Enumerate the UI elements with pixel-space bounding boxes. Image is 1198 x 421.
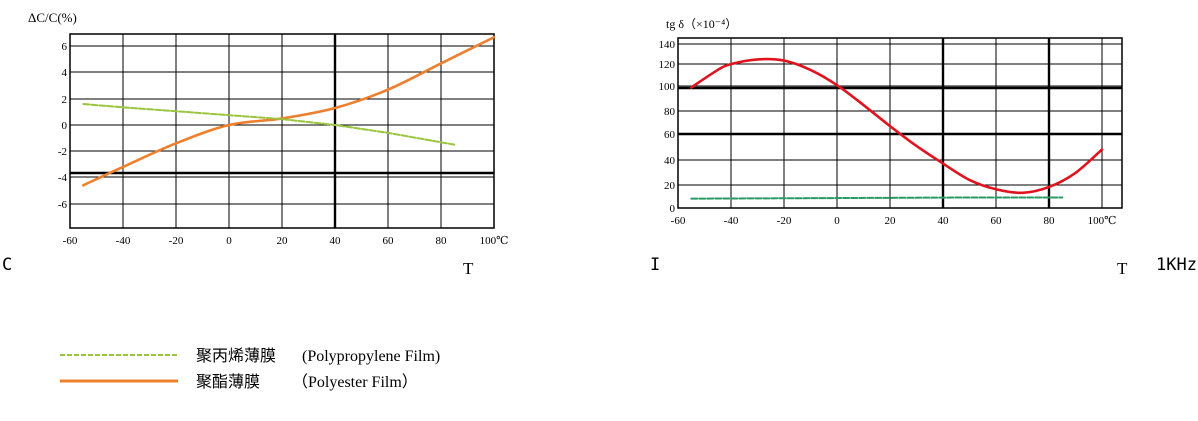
series-line-polyester — [81, 35, 496, 187]
chart2-x-ticks: -60 -40 -20 0 20 40 60 80 100℃ — [671, 215, 1117, 227]
chart2-y-ticks: 140 120 100 80 60 40 20 0 — [659, 39, 676, 215]
legend: 聚丙烯薄膜 (Polypropylene Film) 聚酯薄膜 （Polyester … — [60, 346, 440, 391]
x-tick-label: 100℃ — [1088, 215, 1117, 227]
x-tick-label: 80 — [436, 235, 448, 247]
x-tick-label: 40 — [938, 215, 950, 227]
chart1-corner-label: C — [2, 255, 12, 275]
y-tick-label: 40 — [664, 155, 676, 167]
x-tick-label: -20 — [169, 235, 184, 247]
y-tick-label: 6 — [62, 41, 68, 53]
legend-label-en: （Polyester Film） — [292, 373, 418, 391]
y-tick-label: 2 — [62, 94, 68, 106]
plot-frame — [677, 37, 1123, 209]
chart2-corner-label: I — [650, 255, 660, 275]
legend-label-en: (Polypropylene Film) — [302, 348, 440, 365]
y-tick-label: -4 — [58, 172, 68, 184]
chart2-ylabel: tg δ（×10⁻⁴） — [666, 17, 737, 31]
y-tick-label: 4 — [62, 67, 68, 79]
y-tick-label: -6 — [58, 199, 68, 211]
x-tick-label: -40 — [116, 235, 131, 247]
chart2-xlabel: T — [1117, 259, 1128, 278]
x-tick-label: 0 — [226, 235, 232, 247]
chart1-ylabel: ΔC/C(%) — [28, 10, 77, 25]
x-tick-label: 40 — [330, 235, 342, 247]
y-tick-label: 140 — [659, 39, 676, 51]
x-tick-label: 60 — [383, 235, 395, 247]
y-tick-label: -2 — [58, 146, 67, 158]
chart1-y-ticks: 6 4 2 0 -2 -4 -6 — [58, 41, 68, 211]
x-tick-label: 0 — [834, 215, 840, 227]
x-tick-label: -20 — [777, 215, 792, 227]
x-tick-label: -60 — [671, 215, 686, 227]
x-tick-label: -60 — [63, 235, 78, 247]
y-tick-label: 100 — [659, 81, 676, 93]
chart1-xlabel: T — [463, 259, 474, 278]
loss-tangent-chart: tg δ（×10⁻⁴） -60 -40 -20 0 20 40 60 80 100℃ 140 12… — [650, 17, 1197, 278]
chart1-series — [81, 35, 496, 187]
y-tick-label: 0 — [62, 120, 68, 132]
x-tick-label: 20 — [277, 235, 289, 247]
x-tick-label: 100℃ — [480, 235, 509, 247]
legend-label-cn: 聚酯薄膜 — [196, 372, 260, 391]
chart1-x-ticks: -60 -40 -20 0 20 40 60 80 100℃ — [63, 235, 509, 247]
legend-label-cn: 聚丙烯薄膜 — [196, 346, 276, 365]
y-tick-label: 120 — [659, 59, 676, 71]
y-tick-label: 0 — [670, 203, 676, 215]
x-tick-label: -40 — [724, 215, 739, 227]
x-tick-label: 80 — [1044, 215, 1056, 227]
chart2-series — [689, 57, 1104, 200]
chart1-grid — [69, 33, 495, 229]
y-tick-label: 80 — [664, 106, 676, 118]
chart2-grid — [677, 37, 1123, 209]
series-line-polypropylene — [690, 196, 1064, 200]
x-tick-label: 60 — [991, 215, 1003, 227]
series-line-polypropylene — [82, 103, 456, 146]
chart2-frequency-label: 1KHz — [1156, 255, 1197, 275]
series-line-polyester — [689, 57, 1104, 195]
y-tick-label: 20 — [664, 180, 676, 192]
y-tick-label: 60 — [664, 129, 676, 141]
x-tick-label: 20 — [885, 215, 897, 227]
capacitance-change-chart: ΔC/C(%) -60 -40 -20 0 20 40 60 80 100℃ 6420-2-4-… — [2, 10, 508, 278]
